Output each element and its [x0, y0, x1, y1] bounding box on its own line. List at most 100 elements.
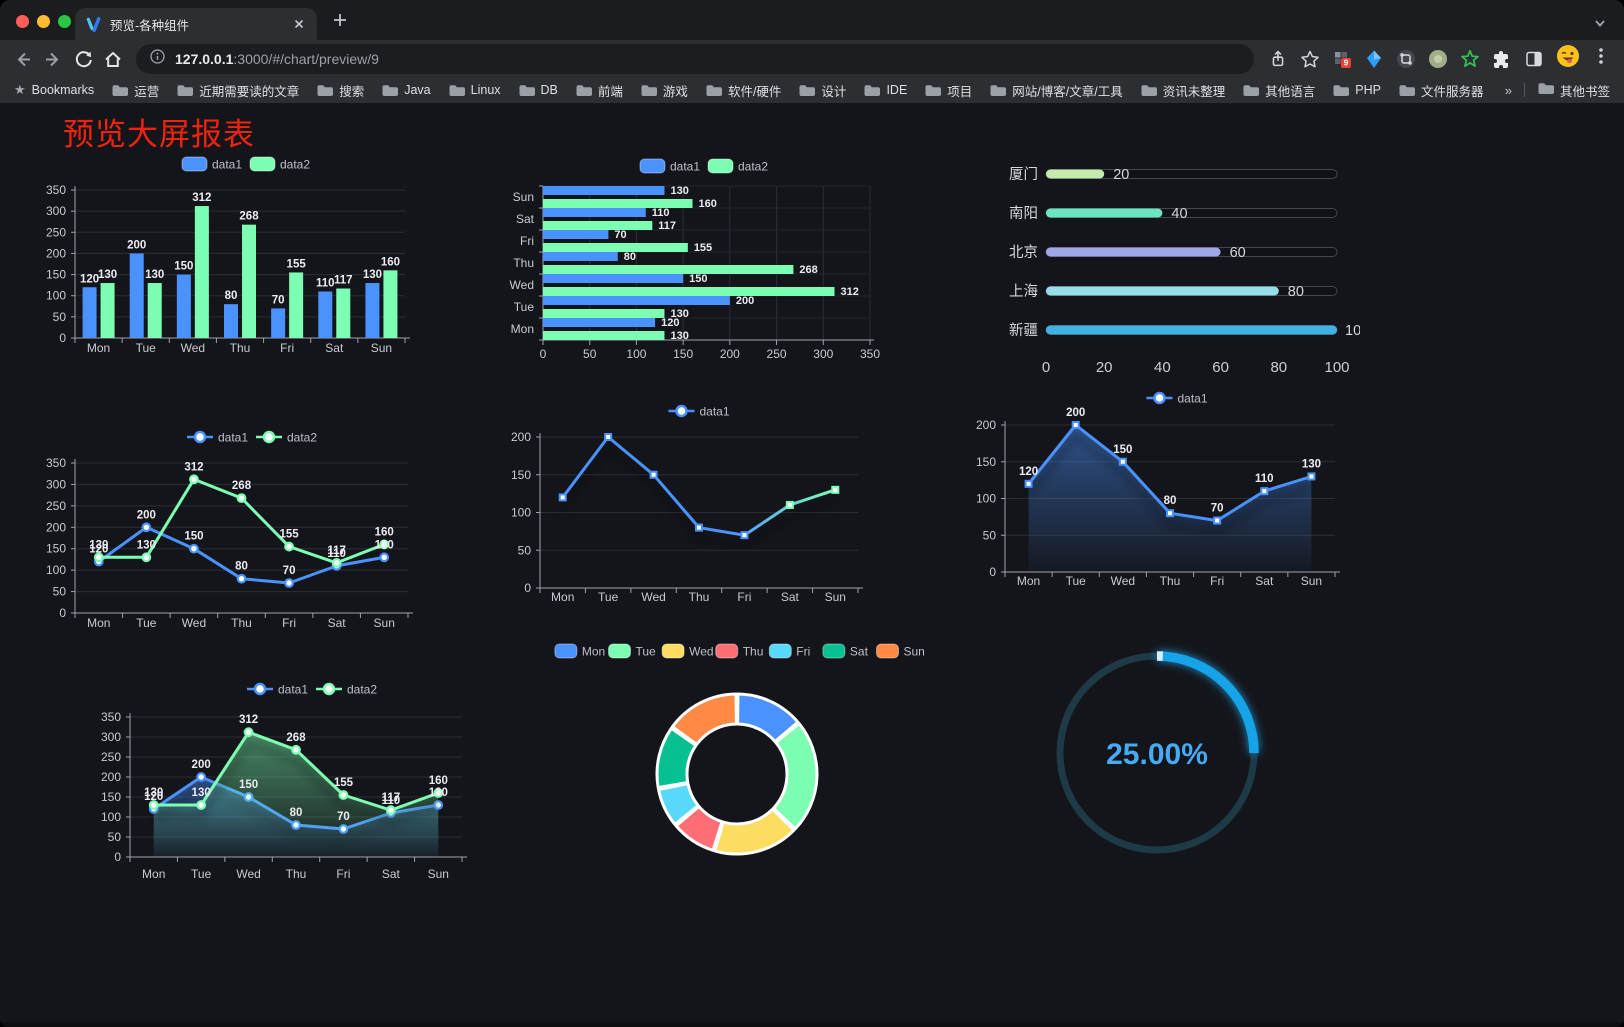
svg-text:100: 100	[1324, 359, 1349, 376]
share-icon[interactable]	[1268, 49, 1288, 69]
chart-canvas-progress-bars[interactable]: 厦门 20 南阳 40 北京 60 上海 80 新疆 100 0 20 40 60 80 100	[1000, 150, 1369, 388]
svg-text:150: 150	[239, 779, 258, 791]
svg-text:155: 155	[694, 242, 712, 254]
extension-sage-circle-icon[interactable]	[1428, 49, 1448, 69]
svg-text:300: 300	[46, 477, 66, 491]
tab-close-icon[interactable]	[291, 16, 307, 32]
split-view-icon[interactable]	[1524, 49, 1544, 69]
chart-canvas-area-two[interactable]: data1 data2 0 50 100 150 200 250 300 350 Mon Tue Wed…	[95, 672, 480, 890]
svg-text:130: 130	[429, 787, 448, 799]
extension-green-star-icon[interactable]	[1460, 49, 1480, 69]
svg-text:0: 0	[114, 850, 121, 864]
bookmark-folder-item[interactable]: 游戏	[640, 81, 688, 100]
address-bar[interactable]: 127.0.0.1:3000/#/chart/preview/9	[136, 43, 1254, 74]
bookmark-folder-item[interactable]: DB	[518, 83, 558, 97]
extension-pixel-icon[interactable]: 9	[1332, 49, 1352, 69]
svg-text:50: 50	[53, 310, 67, 324]
svg-text:60: 60	[1230, 245, 1246, 261]
new-tab-button[interactable]	[332, 12, 348, 28]
svg-text:150: 150	[511, 468, 531, 482]
bookmark-folder-item[interactable]: 项目	[924, 81, 972, 100]
svg-text:268: 268	[239, 211, 259, 223]
bookmarks-manager-item[interactable]: ★ Bookmarks	[14, 82, 94, 98]
svg-text:Fri: Fri	[280, 341, 294, 355]
traffic-light-fullscreen[interactable]	[58, 15, 71, 28]
bookmark-folder-item[interactable]: 其他语言	[1242, 81, 1315, 100]
url-host: 127.0.0.1	[175, 50, 234, 67]
home-button[interactable]	[98, 44, 128, 74]
bookmark-folder-item[interactable]: 近期需要读的文章	[176, 81, 299, 100]
site-info-icon[interactable]	[149, 48, 166, 70]
bookmark-folder-label: 运营	[134, 84, 160, 99]
svg-text:300: 300	[101, 730, 121, 744]
back-button[interactable]	[8, 44, 38, 74]
bookmark-folder-label: 搜索	[339, 84, 365, 99]
svg-text:Thu: Thu	[230, 341, 251, 355]
svg-text:Wed: Wed	[641, 590, 665, 604]
traffic-light-close[interactable]	[16, 15, 29, 28]
chart-area-two-series-panel[interactable]: data1 data2 0 50 100 150 200 250 300 350 Mon Tue Wed…	[95, 672, 480, 890]
chart-canvas-line-two[interactable]: data1 data2 0 50 100 150 200 250 300 350 Mon Tue Wed…	[40, 425, 440, 640]
bookmark-folder-item[interactable]: PHP	[1332, 83, 1381, 97]
profile-avatar[interactable]	[1556, 44, 1580, 73]
extension-command-icon[interactable]	[1396, 49, 1416, 69]
chart-progress-bars-panel[interactable]: 厦门 20 南阳 40 北京 60 上海 80 新疆 100 0 20 40 60 80 100	[1000, 150, 1369, 388]
svg-text:250: 250	[101, 750, 121, 764]
svg-text:Wed: Wed	[182, 616, 206, 630]
svg-text:70: 70	[272, 294, 285, 306]
chart-canvas-bar-vertical[interactable]: data1 data2 0 50 100 150 200 250 300 350 Mon Tue Wed…	[40, 148, 440, 368]
reload-button[interactable]	[68, 44, 98, 74]
svg-text:110: 110	[382, 795, 401, 807]
bookmark-folder-item[interactable]: 前端	[575, 81, 623, 100]
bookmark-folder-item[interactable]: 网站/博客/文章/工具	[989, 81, 1123, 100]
bookmark-folder-item[interactable]: IDE	[863, 83, 907, 97]
bookmark-folder-item[interactable]: 资讯未整理	[1140, 81, 1225, 100]
svg-text:Sun: Sun	[428, 867, 449, 881]
forward-button[interactable]	[38, 44, 68, 74]
svg-text:100: 100	[626, 347, 646, 361]
svg-text:0: 0	[524, 581, 531, 595]
browser-tab[interactable]: 预览-各种组件	[75, 8, 317, 40]
bookmark-folder-item[interactable]: 运营	[111, 81, 159, 100]
chart-canvas-bar-horizontal[interactable]: data1 data2 0 50 100 150 200 250 300 350 Sun Sat Fri…	[505, 150, 890, 368]
tab-favicon-icon	[85, 16, 102, 33]
extension-kite-icon[interactable]	[1364, 49, 1384, 69]
browser-menu-icon[interactable]	[1592, 46, 1610, 71]
tab-overflow-chevron-icon[interactable]	[1590, 13, 1610, 33]
other-bookmarks-item[interactable]: 其他书签	[1537, 81, 1610, 100]
chart-canvas-line-one[interactable]: data1 0 50 100 150 200 Mon Tue Wed Thu Fri Sat Sun	[505, 400, 890, 612]
svg-text:25.00%: 25.00%	[1106, 738, 1208, 771]
svg-text:120: 120	[661, 317, 679, 329]
svg-text:Tue: Tue	[136, 341, 157, 355]
extensions-puzzle-icon[interactable]	[1492, 49, 1512, 69]
url-text[interactable]: 127.0.0.1:3000/#/chart/preview/9	[175, 51, 379, 67]
chart-canvas-line-area[interactable]: data1 0 50 100 150 200 Mon Tue Wed Thu Fri Sat Sun 12…	[965, 388, 1345, 598]
page-content: 预览大屏报表 data1 data2 0 50 100 150 200 250 300 350 Mo…	[0, 103, 1624, 1027]
chart-line-two-series-panel[interactable]: data1 data2 0 50 100 150 200 250 300 350 Mon Tue Wed…	[40, 425, 440, 640]
chart-donut-panel[interactable]: Mon Tue Wed Thu Fri Sat Sun	[545, 640, 930, 868]
bookmark-folder-item[interactable]: Linux	[448, 83, 501, 97]
bookmark-folder-item[interactable]: 搜索	[316, 81, 364, 100]
chart-canvas-gauge[interactable]: 25.00%	[1040, 635, 1280, 875]
svg-text:Tue: Tue	[1066, 574, 1087, 588]
bookmark-folder-item[interactable]: 软件/硬件	[705, 81, 781, 100]
chart-line-one-series-panel[interactable]: data1 0 50 100 150 200 Mon Tue Wed Thu Fri Sat Sun	[505, 400, 890, 612]
bookmarks-overflow-chevron[interactable]: »	[1504, 82, 1512, 98]
svg-text:130: 130	[1302, 458, 1321, 470]
bookmark-star-icon[interactable]	[1300, 49, 1320, 69]
chart-bar-vertical-panel[interactable]: data1 data2 0 50 100 150 200 250 300 350 Mon Tue Wed…	[40, 148, 440, 368]
svg-text:160: 160	[698, 198, 716, 210]
svg-text:data2: data2	[347, 683, 377, 697]
bookmarks-divider	[1523, 83, 1525, 97]
chart-canvas-donut[interactable]: Mon Tue Wed Thu Fri Sat Sun	[545, 640, 930, 868]
bookmark-folder-item[interactable]: Java	[381, 83, 431, 97]
tab-strip: 预览-各种组件	[0, 0, 1624, 40]
bookmark-folder-item[interactable]: 文件服务器	[1398, 81, 1483, 100]
svg-text:data1: data1	[218, 431, 248, 445]
chart-gauge-panel[interactable]: 25.00%	[1040, 635, 1280, 875]
traffic-light-minimize[interactable]	[37, 15, 50, 28]
tab-title: 预览-各种组件	[110, 18, 190, 33]
chart-bar-horizontal-panel[interactable]: data1 data2 0 50 100 150 200 250 300 350 Sun Sat Fri…	[505, 150, 890, 368]
bookmark-folder-item[interactable]: 设计	[798, 81, 846, 100]
chart-line-area-panel[interactable]: data1 0 50 100 150 200 Mon Tue Wed Thu Fri Sat Sun 12…	[965, 388, 1345, 598]
